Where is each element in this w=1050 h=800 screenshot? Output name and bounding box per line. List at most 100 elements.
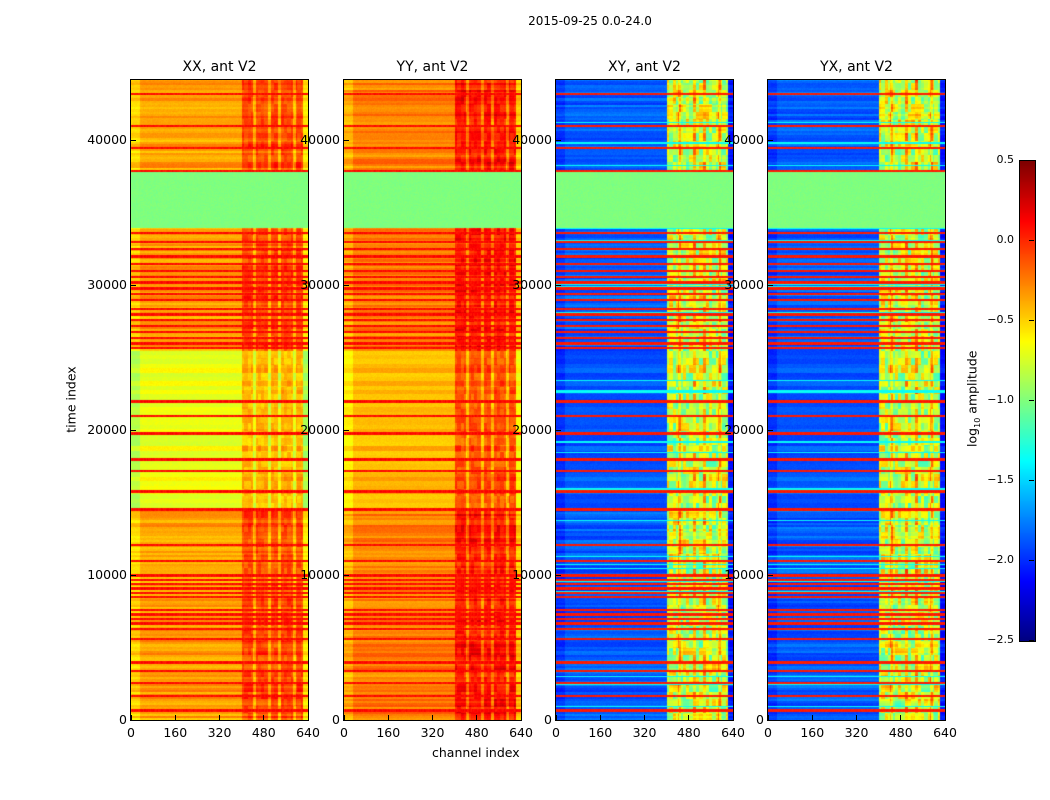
colorbar-tick-label: −2.0: [987, 553, 1014, 566]
x-tick-mark: [599, 715, 601, 720]
y-tick-mark: [131, 574, 136, 576]
x-tick-mark: [811, 715, 813, 720]
x-tick-label: 480: [888, 725, 913, 740]
x-tick-label: 480: [464, 725, 489, 740]
panel-title: XY, ant V2: [608, 59, 681, 75]
colorbar-tick-label: −1.5: [987, 473, 1014, 486]
x-tick-mark: [555, 715, 557, 720]
x-tick-mark: [476, 715, 478, 720]
colorbar-tick-label: 0.5: [996, 153, 1015, 166]
colorbar-tick-mark: [1029, 160, 1034, 161]
y-tick-mark: [768, 284, 773, 286]
x-tick-mark: [130, 715, 132, 720]
y-tick-label: 40000: [300, 132, 340, 148]
heatmap-image: [131, 80, 308, 720]
x-tick-mark: [432, 715, 433, 720]
heatmap-image: [768, 80, 945, 720]
x-tick-mark: [307, 715, 309, 720]
y-tick-label: 0: [756, 712, 764, 727]
x-tick-label: 320: [632, 725, 657, 740]
x-tick-label: 640: [721, 725, 745, 740]
y-tick-label: 10000: [300, 567, 340, 582]
colorbar-tick-mark: [1029, 240, 1034, 241]
y-tick-label: 0: [119, 712, 127, 727]
y-tick-mark: [344, 719, 349, 721]
y-tick-label: 20000: [512, 422, 552, 437]
x-tick-label: 320: [844, 725, 869, 740]
x-tick-mark: [520, 715, 522, 720]
x-tick-label: 0: [764, 725, 772, 740]
x-tick-mark: [219, 715, 220, 720]
colorbar-tick-mark: [1029, 400, 1034, 401]
heatmap-panel: [555, 79, 734, 721]
x-axis-label: channel index: [432, 745, 520, 760]
x-tick-label: 320: [420, 725, 445, 740]
y-tick-label: 30000: [87, 277, 127, 293]
y-tick-label: 40000: [87, 132, 127, 148]
y-tick-mark: [131, 429, 136, 431]
y-axis-label: time index: [63, 366, 79, 433]
heatmap-panel: [343, 79, 522, 721]
x-tick-label: 640: [933, 725, 957, 740]
x-tick-label: 0: [340, 725, 348, 740]
colorbar-tick-mark: [1029, 320, 1034, 321]
y-tick-mark: [131, 284, 136, 286]
colorbar-tick-mark: [1029, 560, 1034, 561]
colorbar-tick-label: −0.5: [987, 313, 1014, 326]
x-tick-label: 480: [251, 725, 276, 740]
x-tick-label: 0: [127, 725, 135, 740]
panel-title: YY, ant V2: [396, 59, 469, 75]
x-tick-mark: [688, 715, 690, 720]
x-tick-label: 480: [676, 725, 701, 740]
y-tick-label: 40000: [724, 132, 764, 148]
heatmap-image: [556, 80, 733, 720]
y-tick-mark: [556, 719, 561, 721]
y-tick-mark: [344, 284, 349, 286]
x-tick-label: 640: [509, 725, 533, 740]
x-tick-mark: [944, 715, 946, 720]
colorbar-gradient: [1020, 161, 1035, 641]
y-tick-label: 10000: [87, 567, 127, 582]
y-tick-mark: [556, 284, 561, 286]
y-tick-mark: [768, 719, 773, 721]
x-tick-label: 0: [552, 725, 560, 740]
x-tick-mark: [732, 715, 734, 720]
y-tick-mark: [131, 719, 136, 721]
x-tick-label: 160: [163, 725, 188, 740]
x-tick-label: 320: [207, 725, 232, 740]
colorbar: [1019, 160, 1036, 642]
x-tick-label: 160: [800, 725, 825, 740]
x-tick-mark: [856, 715, 857, 720]
y-tick-label: 10000: [724, 567, 764, 582]
panel-title: YX, ant V2: [820, 59, 893, 75]
y-tick-mark: [556, 429, 561, 431]
y-tick-label: 20000: [87, 422, 127, 437]
x-tick-mark: [263, 715, 265, 720]
colorbar-tick-mark: [1029, 640, 1034, 641]
y-tick-label: 30000: [300, 277, 340, 293]
colorbar-tick-label: 0.0: [996, 233, 1015, 246]
y-tick-mark: [768, 139, 773, 141]
colorbar-tick-label: −1.0: [987, 393, 1014, 406]
y-tick-label: 30000: [512, 277, 552, 293]
x-tick-mark: [343, 715, 345, 720]
x-tick-label: 640: [296, 725, 320, 740]
y-tick-mark: [344, 429, 349, 431]
x-tick-label: 160: [588, 725, 613, 740]
y-tick-mark: [768, 429, 773, 431]
x-tick-mark: [900, 715, 902, 720]
y-tick-mark: [131, 139, 136, 141]
x-tick-label: 160: [376, 725, 401, 740]
panel-title: XX, ant V2: [182, 59, 257, 75]
y-tick-mark: [344, 139, 349, 141]
y-tick-label: 40000: [512, 132, 552, 148]
y-tick-mark: [556, 139, 561, 141]
colorbar-label: log10 amplitude: [964, 350, 982, 447]
y-tick-label: 20000: [724, 422, 764, 437]
heatmap-image: [344, 80, 521, 720]
x-tick-mark: [644, 715, 645, 720]
colorbar-tick-mark: [1029, 480, 1034, 481]
y-tick-label: 10000: [512, 567, 552, 582]
y-tick-label: 0: [332, 712, 340, 727]
heatmap-panel: [767, 79, 946, 721]
